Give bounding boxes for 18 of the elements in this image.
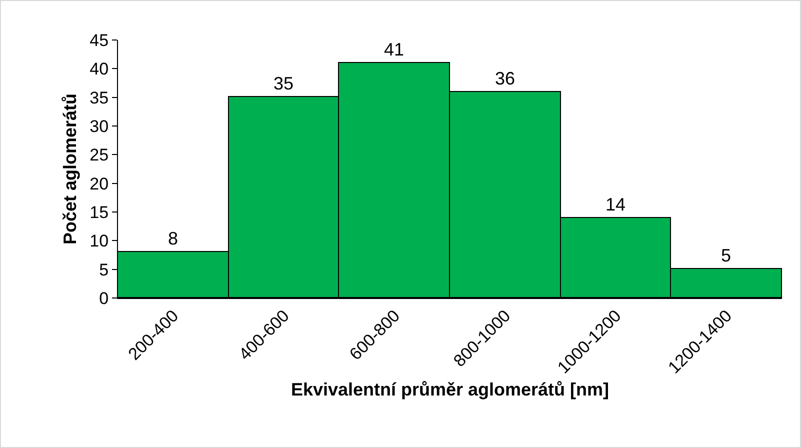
data-label: 8 [168, 228, 178, 248]
y-tick-label: 15 [90, 202, 109, 222]
y-tick-label: 0 [99, 288, 109, 308]
data-label: 35 [273, 74, 294, 94]
y-tick-label: 40 [90, 60, 109, 79]
data-label: 5 [720, 246, 732, 266]
x-axis-title: Ekvivalentní průměr aglomerátů [nm] [290, 379, 610, 400]
y-tick-label: 30 [90, 116, 109, 136]
data-label: 36 [494, 68, 516, 88]
y-tick-label: 25 [90, 146, 109, 165]
data-label: 41 [384, 40, 404, 60]
y-tick-label: 35 [90, 88, 109, 108]
y-tick-label: 45 [90, 30, 109, 50]
y-tick-label: 5 [99, 260, 109, 280]
y-tick-label: 20 [90, 174, 109, 194]
data-label: 14 [605, 194, 626, 214]
y-axis-title: Počet aglomerátů [60, 93, 80, 245]
y-tick-label: 10 [90, 232, 109, 251]
